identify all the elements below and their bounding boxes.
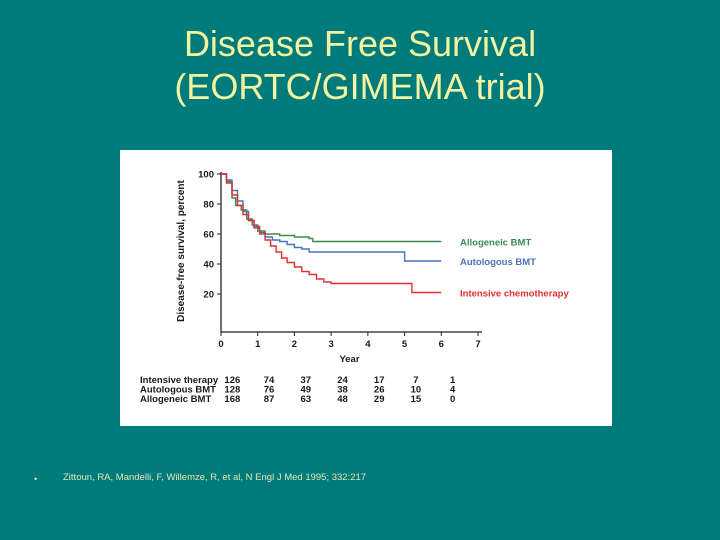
survival-curves (221, 173, 442, 294)
risk-cell: 63 (300, 394, 311, 405)
risk-cell: 38 (337, 385, 348, 396)
legend-label: Intensive chemotherapy (460, 289, 569, 300)
x-tick-label: 0 (218, 339, 223, 350)
y-tick-label: 80 (203, 200, 214, 211)
x-axis-label: Year (339, 354, 359, 365)
curve-allogeneic-bmt (221, 173, 442, 243)
risk-cell: 168 (224, 394, 240, 405)
chart-legend: Allogeneic BMT Autologous BMT Intensive ch… (460, 238, 569, 300)
citation-text: Zittoun, RA, Mandelli, F, Willemze, R, e… (63, 472, 367, 483)
x-tick-label: 5 (402, 339, 408, 350)
legend-label: Autologous BMT (460, 257, 536, 268)
risk-cell: 1 (450, 375, 456, 386)
x-tick-label: 3 (328, 339, 333, 350)
x-tick-label: 4 (365, 339, 371, 350)
survival-figure: 20 40 60 80 100 0 1 2 3 4 5 6 7 Year Disease-free surv… (120, 150, 612, 426)
risk-row-label: Autologous BMT (140, 385, 216, 396)
slide-title: Disease Free Survival (EORTC/GIMEMA tria… (0, 22, 720, 108)
risk-cell: 87 (264, 394, 275, 405)
x-tick-label: 2 (292, 339, 297, 350)
curve-autologous-bmt (221, 173, 442, 262)
risk-row-label: Intensive therapy (140, 375, 219, 386)
y-tick-label: 100 (198, 170, 214, 181)
risk-cell: 29 (374, 394, 385, 405)
bullet-dot-icon: • (34, 474, 38, 484)
risk-cell: 37 (300, 375, 311, 386)
risk-cell: 49 (300, 385, 311, 396)
risk-cell: 17 (374, 375, 385, 386)
title-line-2: (EORTC/GIMEMA trial) (174, 66, 546, 107)
y-tick-label: 40 (203, 260, 214, 271)
y-tick-label: 60 (203, 230, 214, 241)
risk-cell: 0 (450, 394, 455, 405)
legend-label: Allogeneic BMT (460, 238, 531, 249)
risk-cell: 126 (224, 375, 240, 386)
y-axis-label: Disease-free survival, percent (176, 179, 187, 321)
risk-cell: 74 (264, 375, 275, 386)
risk-table: Intensive therapy 126 74 37 24 17 7 1 Autologous… (140, 375, 456, 405)
risk-cell: 26 (374, 385, 385, 396)
x-tick-label: 6 (439, 339, 444, 350)
chart-axes: 20 40 60 80 100 0 1 2 3 4 5 6 7 Year Disease-free surv… (176, 170, 482, 365)
risk-cell: 10 (411, 385, 422, 396)
y-tick-label: 20 (203, 290, 214, 301)
risk-row-label: Allogeneic BMT (140, 394, 211, 405)
risk-cell: 24 (337, 375, 348, 386)
title-line-1: Disease Free Survival (183, 23, 537, 64)
x-tick-label: 7 (475, 339, 480, 350)
risk-cell: 15 (411, 394, 422, 405)
x-tick-label: 1 (255, 339, 261, 350)
curve-intensive-chemotherapy (221, 173, 442, 294)
risk-cell: 76 (264, 385, 275, 396)
risk-cell: 7 (413, 375, 418, 386)
risk-cell: 128 (224, 385, 240, 396)
risk-cell: 4 (450, 385, 456, 396)
risk-cell: 48 (337, 394, 348, 405)
